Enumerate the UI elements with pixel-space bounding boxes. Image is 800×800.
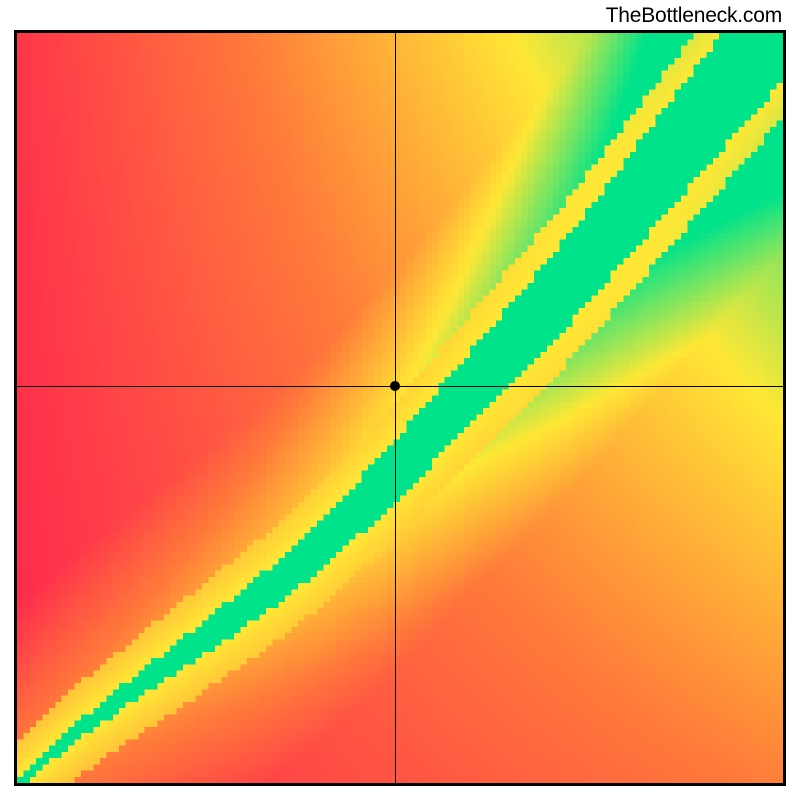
heatmap-canvas [17, 33, 783, 783]
watermark-text: TheBottleneck.com [606, 4, 782, 28]
crosshair-vertical [395, 33, 396, 783]
crosshair-marker [390, 381, 400, 391]
plot-frame [14, 30, 786, 786]
chart-container: TheBottleneck.com [0, 0, 800, 800]
